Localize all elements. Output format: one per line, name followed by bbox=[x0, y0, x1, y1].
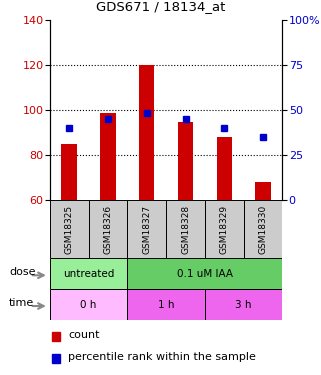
Text: dose: dose bbox=[9, 267, 35, 277]
Bar bbox=[178, 122, 193, 200]
Text: 0 h: 0 h bbox=[80, 300, 97, 309]
FancyBboxPatch shape bbox=[89, 200, 127, 258]
Bar bbox=[50, 289, 127, 320]
FancyBboxPatch shape bbox=[205, 200, 244, 258]
Text: GSM18327: GSM18327 bbox=[142, 205, 151, 254]
Text: GSM18328: GSM18328 bbox=[181, 205, 190, 254]
Text: GSM18325: GSM18325 bbox=[65, 205, 74, 254]
Bar bbox=[52, 333, 60, 341]
Bar bbox=[255, 182, 271, 200]
FancyBboxPatch shape bbox=[166, 200, 205, 258]
Text: percentile rank within the sample: percentile rank within the sample bbox=[68, 352, 256, 362]
Bar bbox=[50, 258, 127, 289]
Text: GSM18329: GSM18329 bbox=[220, 205, 229, 254]
Text: GSM18326: GSM18326 bbox=[103, 205, 112, 254]
Bar bbox=[139, 65, 154, 200]
Bar bbox=[61, 144, 77, 200]
Bar bbox=[127, 258, 282, 289]
FancyBboxPatch shape bbox=[127, 200, 166, 258]
Bar bbox=[100, 112, 116, 200]
FancyBboxPatch shape bbox=[50, 200, 89, 258]
Text: 3 h: 3 h bbox=[235, 300, 252, 309]
Text: count: count bbox=[68, 330, 100, 340]
Bar bbox=[217, 137, 232, 200]
Text: GSM18330: GSM18330 bbox=[259, 205, 268, 254]
Text: GDS671 / 18134_at: GDS671 / 18134_at bbox=[96, 0, 225, 13]
Text: time: time bbox=[9, 298, 34, 308]
Bar bbox=[205, 289, 282, 320]
Bar bbox=[127, 289, 205, 320]
Text: 0.1 uM IAA: 0.1 uM IAA bbox=[177, 269, 233, 279]
Text: 1 h: 1 h bbox=[158, 300, 174, 309]
Bar bbox=[52, 354, 60, 363]
Text: untreated: untreated bbox=[63, 269, 114, 279]
FancyBboxPatch shape bbox=[244, 200, 282, 258]
